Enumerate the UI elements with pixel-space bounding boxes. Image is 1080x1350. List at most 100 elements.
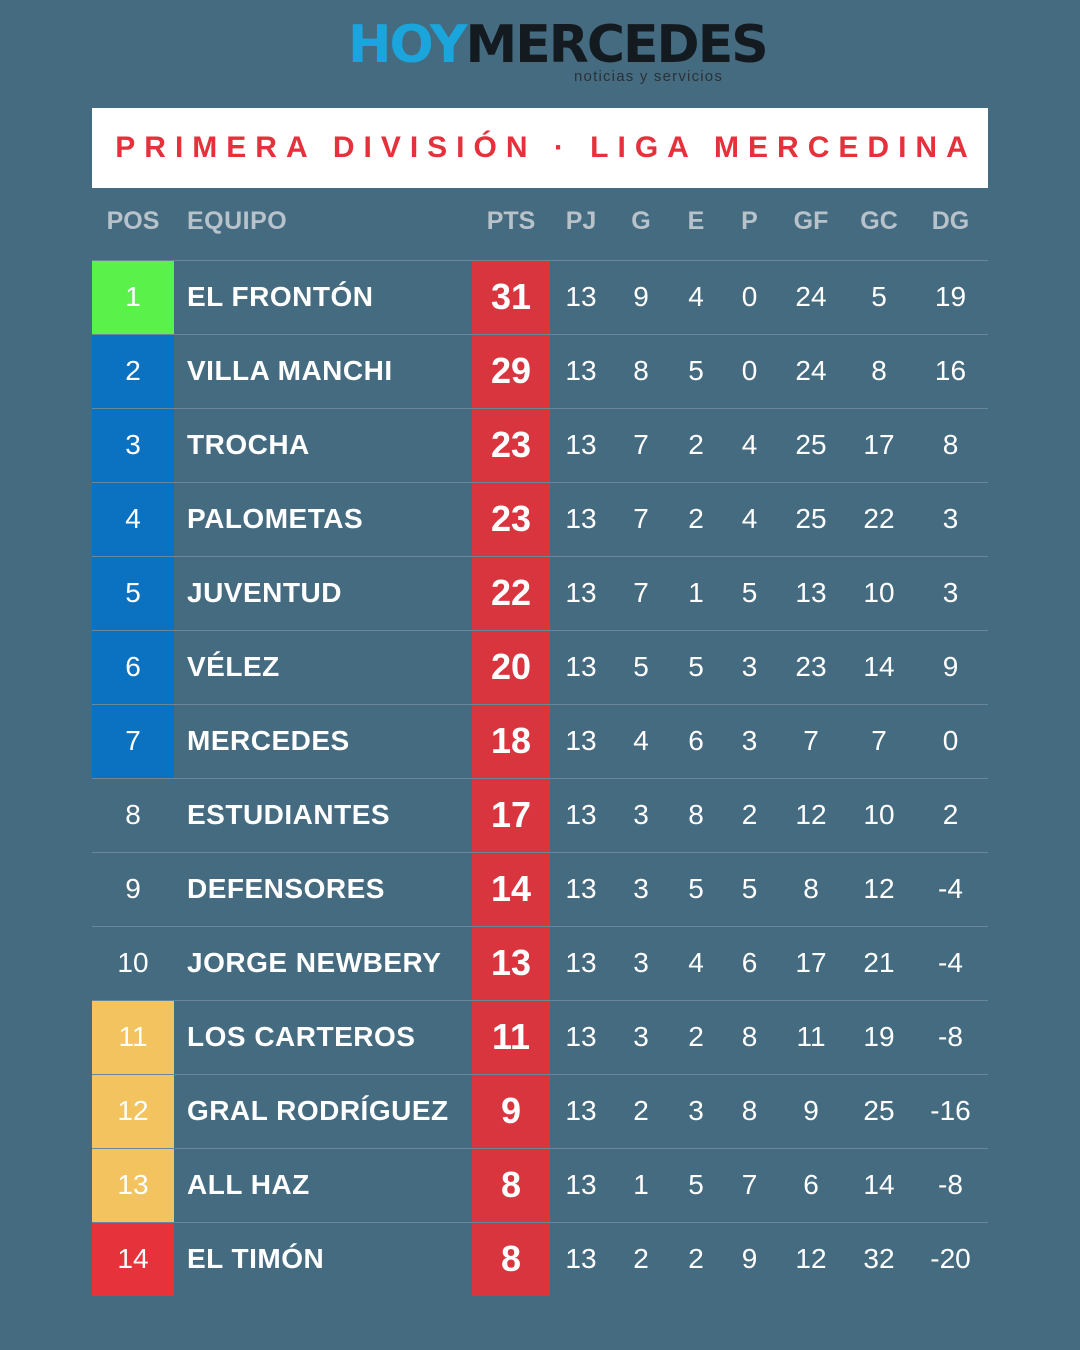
cell-team: TROCHA — [187, 429, 310, 460]
table-row: 6 VÉLEZ 20 13 5 5 3 23 14 9 — [92, 630, 988, 704]
cell-dg: 9 — [942, 651, 959, 682]
cell-g: 7 — [633, 429, 649, 460]
cell-gf: 23 — [795, 651, 827, 682]
cell-dg: -20 — [930, 1243, 971, 1274]
cell-pts: 8 — [500, 1164, 522, 1205]
cell-gc: 14 — [863, 1169, 895, 1200]
cell-team: PALOMETAS — [187, 503, 364, 534]
zone-marker — [92, 705, 174, 778]
cell-team: ALL HAZ — [187, 1169, 310, 1200]
cell-g: 7 — [633, 577, 649, 608]
cell-team: JUVENTUD — [187, 577, 342, 608]
cell-gc: 10 — [863, 799, 895, 830]
cell-gf: 11 — [796, 1021, 826, 1052]
zone-marker — [92, 1001, 174, 1074]
table-row: 9 DEFENSORES 14 13 3 5 5 8 12 -4 — [92, 852, 988, 926]
header-pos: POS — [106, 207, 160, 235]
cell-pts: 9 — [500, 1090, 522, 1131]
cell-pts: 31 — [490, 276, 532, 317]
cell-gc: 22 — [863, 503, 895, 534]
cell-p: 4 — [741, 503, 758, 534]
cell-pts: 8 — [500, 1238, 522, 1279]
cell-pj: 13 — [565, 281, 597, 312]
header-dg: DG — [931, 207, 970, 235]
cell-pos: 11 — [118, 1021, 148, 1052]
cell-gc: 25 — [863, 1095, 895, 1126]
page-title: PRIMERA DIVISIÓN · LIGA MERCEDINA — [115, 131, 977, 164]
cell-team: VILLA MANCHI — [187, 355, 393, 386]
brand-logo: HOYMERCEDES noticias y servicios — [0, 14, 1080, 94]
cell-team: LOS CARTEROS — [187, 1021, 416, 1052]
cell-g: 1 — [633, 1169, 649, 1200]
cell-e: 4 — [688, 281, 704, 312]
cell-gf: 24 — [795, 281, 827, 312]
cell-dg: 2 — [942, 799, 959, 830]
cell-e: 4 — [688, 947, 704, 978]
cell-gf: 9 — [803, 1095, 819, 1126]
cell-e: 6 — [688, 725, 704, 756]
cell-dg: 8 — [942, 429, 959, 460]
zone-marker — [92, 631, 174, 704]
cell-pj: 13 — [565, 873, 597, 904]
cell-gf: 12 — [795, 799, 827, 830]
cell-g: 9 — [633, 281, 649, 312]
cell-g: 3 — [633, 873, 649, 904]
cell-pos: 14 — [117, 1243, 149, 1274]
cell-pos: 9 — [125, 873, 141, 904]
cell-team: EL TIMÓN — [187, 1243, 325, 1274]
cell-e: 5 — [688, 355, 704, 386]
cell-g: 3 — [633, 947, 649, 978]
cell-g: 7 — [633, 503, 649, 534]
cell-pos: 3 — [125, 429, 141, 460]
cell-pts: 22 — [490, 572, 532, 613]
cell-e: 8 — [688, 799, 704, 830]
cell-e: 5 — [688, 1169, 704, 1200]
header-pj: PJ — [565, 207, 597, 235]
cell-pts: 20 — [490, 646, 532, 687]
cell-pos: 8 — [125, 799, 141, 830]
cell-team: JORGE NEWBERY — [187, 947, 442, 978]
table-row: 3 TROCHA 23 13 7 2 4 25 17 8 — [92, 408, 988, 482]
table-row: 7 MERCEDES 18 13 4 6 3 7 7 0 — [92, 704, 988, 778]
cell-pts: 11 — [491, 1016, 531, 1057]
cell-gf: 17 — [795, 947, 827, 978]
cell-pos: 4 — [125, 503, 141, 534]
zone-marker — [92, 1223, 174, 1296]
zone-marker — [92, 1075, 174, 1148]
table-row: 1 EL FRONTÓN 31 13 9 4 0 24 5 19 — [92, 260, 988, 334]
cell-p: 4 — [741, 429, 758, 460]
cell-dg: -8 — [938, 1169, 963, 1200]
cell-gf: 25 — [795, 503, 827, 534]
cell-gc: 32 — [863, 1243, 895, 1274]
cell-pj: 13 — [565, 503, 597, 534]
cell-e: 5 — [688, 873, 704, 904]
cell-pos: 5 — [125, 577, 141, 608]
cell-e: 2 — [688, 429, 704, 460]
cell-team: GRAL RODRÍGUEZ — [187, 1095, 449, 1126]
cell-e: 2 — [688, 503, 704, 534]
zone-marker — [92, 261, 174, 334]
cell-g: 5 — [633, 651, 649, 682]
cell-p: 5 — [741, 873, 758, 904]
cell-e: 2 — [688, 1021, 704, 1052]
cell-e: 5 — [688, 651, 704, 682]
header-team: EQUIPO — [187, 207, 288, 235]
table-row: 14 EL TIMÓN 8 13 2 2 9 12 32 -20 — [92, 1222, 988, 1296]
cell-p: 3 — [741, 651, 758, 682]
zone-marker — [92, 335, 174, 408]
cell-gc: 21 — [863, 947, 895, 978]
cell-team: MERCEDES — [187, 725, 350, 756]
cell-g: 2 — [633, 1243, 649, 1274]
cell-gc: 5 — [871, 281, 887, 312]
cell-gc: 14 — [863, 651, 895, 682]
table-row: 13 ALL HAZ 8 13 1 5 7 6 14 -8 — [92, 1148, 988, 1222]
cell-p: 8 — [741, 1095, 758, 1126]
table-row: 8 ESTUDIANTES 17 13 3 8 2 12 10 2 — [92, 778, 988, 852]
cell-p: 7 — [741, 1169, 758, 1200]
cell-pts: 29 — [490, 350, 532, 391]
cell-dg: 16 — [934, 355, 967, 386]
table-row: 5 JUVENTUD 22 13 7 1 5 13 10 3 — [92, 556, 988, 630]
cell-pts: 13 — [490, 942, 532, 983]
cell-p: 5 — [741, 577, 758, 608]
header-g: G — [631, 207, 651, 235]
